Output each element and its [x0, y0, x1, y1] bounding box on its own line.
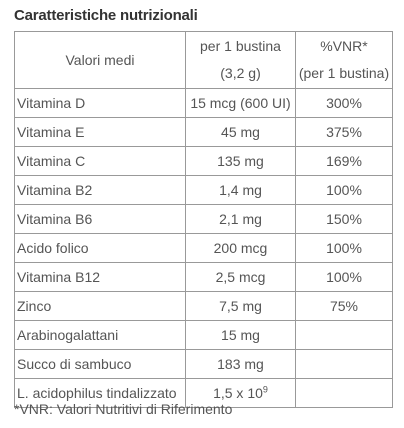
table-row: Vitamina C 135 mg 169% — [14, 146, 393, 176]
table-row: Vitamina B6 2,1 mg 150% — [14, 204, 393, 234]
nutrient-name: Vitamina C — [14, 146, 186, 176]
nutrient-qty: 2,1 mg — [185, 204, 296, 234]
nutrient-name: Vitamina B12 — [14, 262, 186, 292]
nutrient-name: L. acidophilus tindalizzato — [14, 378, 186, 408]
nutrient-name: Vitamina B6 — [14, 204, 186, 234]
nutrient-vnr — [295, 320, 393, 350]
nutrient-vnr: 100% — [295, 175, 393, 205]
table-row: Arabinogalattani 15 mg — [14, 320, 393, 350]
qty-base: 1,5 x 10 — [213, 385, 263, 401]
nutrient-name: Arabinogalattani — [14, 320, 186, 350]
nutrient-qty: 135 mg — [185, 146, 296, 176]
table-row: Succo di sambuco 183 mg — [14, 349, 393, 379]
nutrient-qty: 200 mcg — [185, 233, 296, 263]
header-qty-cell: per 1 bustina (3,2 g) — [185, 31, 296, 89]
nutrient-qty: 15 mg — [185, 320, 296, 350]
table-header-row: Valori medi per 1 bustina (3,2 g) %VNR* … — [14, 31, 393, 89]
nutrient-qty: 1,5 x 109 — [185, 378, 296, 408]
header-name-cell: Valori medi — [14, 31, 186, 89]
nutrient-name: Succo di sambuco — [14, 349, 186, 379]
table-row: L. acidophilus tindalizzato 1,5 x 109 — [14, 378, 393, 408]
nutrient-qty: 1,4 mg — [185, 175, 296, 205]
nutrient-name: Vitamina D — [14, 88, 186, 118]
qty-exponent: 9 — [262, 384, 268, 395]
nutrient-name: Acido folico — [14, 233, 186, 263]
nutrient-name: Vitamina B2 — [14, 175, 186, 205]
table-row: Vitamina B12 2,5 mcg 100% — [14, 262, 393, 292]
nutrient-vnr: 150% — [295, 204, 393, 234]
nutrient-qty: 2,5 mcg — [185, 262, 296, 292]
nutrient-name: Vitamina E — [14, 117, 186, 147]
nutrient-qty: 45 mg — [185, 117, 296, 147]
nutrient-vnr — [295, 378, 393, 408]
nutrient-vnr — [295, 349, 393, 379]
header-vnr-line2: (per 1 bustina) — [298, 65, 390, 81]
table-row: Vitamina D 15 mcg (600 UI) 300% — [14, 88, 393, 118]
header-vnr-line1: %VNR* — [320, 38, 368, 54]
nutrient-vnr: 375% — [295, 117, 393, 147]
nutrient-vnr: 300% — [295, 88, 393, 118]
nutrient-vnr: 100% — [295, 262, 393, 292]
nutrient-qty: 15 mcg (600 UI) — [185, 88, 296, 118]
nutrient-vnr: 169% — [295, 146, 393, 176]
table-row: Acido folico 200 mcg 100% — [14, 233, 393, 263]
nutrition-table: Valori medi per 1 bustina (3,2 g) %VNR* … — [14, 31, 393, 408]
nutrient-vnr: 75% — [295, 291, 393, 321]
table-row: Vitamina E 45 mg 375% — [14, 117, 393, 147]
table-row: Zinco 7,5 mg 75% — [14, 291, 393, 321]
section-title: Caratteristiche nutrizionali — [14, 7, 198, 24]
nutrient-qty: 183 mg — [185, 349, 296, 379]
nutrient-vnr: 100% — [295, 233, 393, 263]
header-qty-line1: per 1 bustina — [200, 38, 281, 54]
footnote: *VNR: Valori Nutritivi di Riferimento — [14, 401, 233, 417]
header-qty-line2: (3,2 g) — [220, 65, 261, 81]
header-vnr-cell: %VNR* (per 1 bustina) — [295, 31, 393, 89]
nutrient-qty: 7,5 mg — [185, 291, 296, 321]
table-row: Vitamina B2 1,4 mg 100% — [14, 175, 393, 205]
nutrient-name: Zinco — [14, 291, 186, 321]
